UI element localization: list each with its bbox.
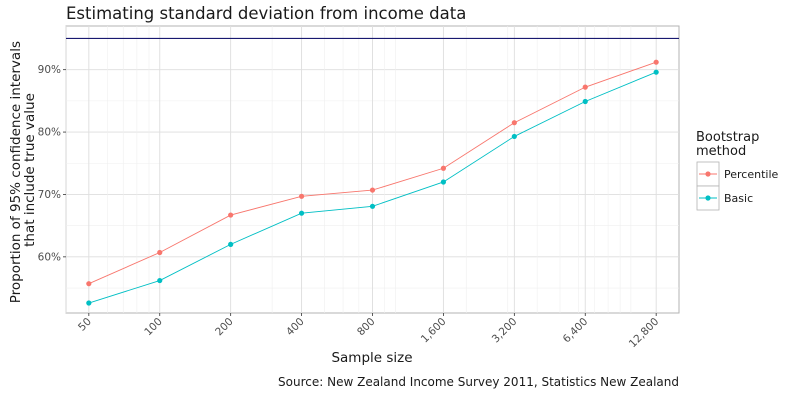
data-point-percentile xyxy=(228,212,234,218)
y-axis-ticks: 60% 70% 80% 90% xyxy=(38,64,66,263)
caption: Source: New Zealand Income Survey 2011, … xyxy=(278,375,679,389)
legend-title-line-1: Bootstrap xyxy=(696,130,759,145)
legend-label-percentile: Percentile xyxy=(724,168,779,181)
legend-items: Percentile Basic xyxy=(696,161,779,211)
plot-panel xyxy=(65,25,680,314)
y-axis-title: Proportion of 95% confidence intervals t… xyxy=(8,37,38,304)
data-point-percentile xyxy=(653,59,659,65)
data-point-basic xyxy=(157,277,163,284)
x-tick-label: 100 xyxy=(142,316,165,339)
y-tick-label: 80% xyxy=(38,127,61,139)
chart-title: Estimating standard deviation from incom… xyxy=(66,4,466,23)
legend-key-point xyxy=(705,195,711,201)
data-point-basic xyxy=(228,241,234,247)
data-point-percentile xyxy=(298,193,305,199)
legend: Bootstrap method Percentile Basic xyxy=(696,130,779,211)
data-point-percentile xyxy=(440,165,447,171)
data-point-percentile xyxy=(511,120,517,126)
x-tick-label: 200 xyxy=(213,316,236,339)
legend-title-line-2: method xyxy=(696,144,746,159)
data-point-percentile xyxy=(157,249,163,256)
data-point-basic xyxy=(582,98,588,105)
y-tick-label: 70% xyxy=(38,189,61,201)
x-tick-label: 12,800 xyxy=(627,316,661,350)
data-point-basic xyxy=(369,203,376,209)
data-point-basic xyxy=(440,179,447,185)
y-tick-label: 90% xyxy=(38,64,61,76)
x-axis-title: Sample size xyxy=(331,350,412,366)
x-tick-label: 400 xyxy=(284,316,307,339)
data-point-basic xyxy=(298,210,305,216)
data-point-basic xyxy=(86,300,92,306)
data-point-basic xyxy=(511,133,517,140)
x-tick-label: 1,600 xyxy=(419,316,449,346)
x-tick-label: 6,400 xyxy=(561,316,591,346)
y-axis-title-line-2: that include true value xyxy=(22,93,38,247)
data-point-basic xyxy=(653,69,659,75)
y-tick-label: 60% xyxy=(38,251,61,263)
x-tick-label: 800 xyxy=(355,316,378,339)
data-point-percentile xyxy=(369,187,376,193)
data-point-percentile xyxy=(86,281,92,287)
x-axis-ticks: 50 100 200 400 800 1,600 3,200 6,400 12,800 xyxy=(76,313,661,350)
legend-label-basic: Basic xyxy=(724,192,753,205)
x-tick-label: 50 xyxy=(76,316,94,334)
x-tick-label: 3,200 xyxy=(490,316,520,346)
legend-key-point xyxy=(705,171,711,177)
y-axis-title-line-1: Proportion of 95% confidence intervals xyxy=(8,41,24,303)
series-group xyxy=(86,59,659,306)
data-point-percentile xyxy=(582,84,588,90)
